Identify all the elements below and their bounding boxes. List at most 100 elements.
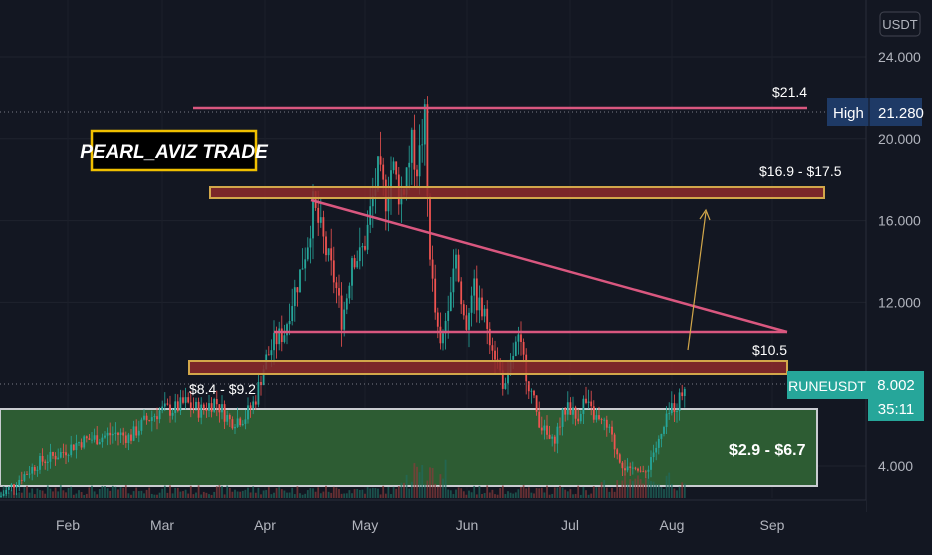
volume-bar <box>387 486 390 498</box>
candle-body <box>33 467 36 471</box>
volume-bar <box>509 492 512 498</box>
volume-bar <box>559 485 561 498</box>
candle-body <box>228 415 231 420</box>
candle-body <box>28 473 31 475</box>
candle-body <box>249 405 252 409</box>
volume-bar <box>585 490 587 498</box>
volume-bar <box>611 487 613 498</box>
candle-body <box>257 382 260 405</box>
candle-body <box>457 254 460 282</box>
candle-body <box>314 191 317 208</box>
volume-bar <box>78 490 80 498</box>
candle-body <box>317 207 320 223</box>
candle-body <box>96 435 99 445</box>
currency-label-box[interactable] <box>879 11 921 37</box>
countdown: 35:11 <box>878 401 914 418</box>
volume-bar <box>288 492 291 498</box>
candle-body <box>392 161 395 171</box>
volume-bar <box>384 493 387 498</box>
candle-body <box>436 312 439 327</box>
volume-bar <box>572 494 574 498</box>
candle-body <box>556 426 559 444</box>
candle-body <box>192 407 195 409</box>
volume-bar <box>80 492 83 498</box>
volume-bar <box>548 494 551 498</box>
volume-bar <box>249 492 252 498</box>
candle-body <box>608 426 611 428</box>
volume-bar <box>683 483 686 498</box>
candle-body <box>626 466 629 471</box>
volume-bar <box>104 486 106 498</box>
candle-body <box>538 411 541 428</box>
candle-body <box>540 427 543 431</box>
volume-bar <box>382 485 385 498</box>
candle-body <box>351 258 353 286</box>
candle-body <box>520 334 522 342</box>
volume-bar <box>28 492 31 498</box>
volume-bar <box>624 474 626 498</box>
support-zone <box>188 360 788 375</box>
volume-bar <box>195 492 197 498</box>
volume-bar <box>205 492 208 498</box>
volume-bar <box>26 485 28 498</box>
volume-bar <box>231 491 234 498</box>
volume-bar <box>439 474 442 498</box>
candle-body <box>504 383 507 389</box>
volume-bar <box>187 493 190 498</box>
candle-body <box>514 341 517 356</box>
candle-body <box>226 415 229 422</box>
candle-body <box>371 195 374 207</box>
candle-body <box>460 281 463 305</box>
volume-bar <box>52 491 54 498</box>
candle-body <box>70 444 73 456</box>
candle-body <box>595 415 598 420</box>
candle-body <box>306 247 309 260</box>
candle-body <box>652 452 655 458</box>
candle-body <box>158 410 161 420</box>
watermark-text: PEARL_AVIZ TRADE <box>80 142 269 163</box>
candle-body <box>41 455 44 462</box>
watermark-badge: PEARL_AVIZ TRADE <box>80 129 269 172</box>
last-price-badge: RUNEUSDT 8.002 35:11 <box>787 371 924 421</box>
volume-bar <box>426 480 429 498</box>
candle-body <box>67 455 70 456</box>
volume-bar <box>618 487 621 498</box>
candle-body <box>262 369 265 386</box>
price-axis[interactable]: USDT 24.000 20.000 16.000 12.000 4.000 <box>865 0 932 550</box>
candle-body <box>319 217 322 223</box>
x-tick-label: Feb <box>56 517 80 533</box>
volume-bar <box>228 487 231 498</box>
volume-bar <box>397 485 400 498</box>
volume-bar <box>605 487 608 498</box>
candle-body <box>114 432 117 434</box>
volume-bar <box>137 491 140 498</box>
x-tick-label: Mar <box>150 517 174 533</box>
volume-bar <box>62 490 65 498</box>
volume-bar <box>613 491 616 498</box>
candle-body <box>280 328 283 342</box>
time-axis[interactable]: Feb Mar Apr May Jun Jul Aug Sep <box>0 499 866 550</box>
candle-body <box>535 395 538 412</box>
candle-body <box>163 403 166 407</box>
volume-bar <box>553 487 556 498</box>
volume-bar <box>72 494 75 498</box>
candle-body <box>278 328 281 345</box>
volume-bar <box>260 494 262 498</box>
candle-body <box>496 359 499 361</box>
volume-bar <box>457 487 460 498</box>
candle-body <box>65 452 67 456</box>
volume-bar <box>338 489 340 498</box>
candle-body <box>629 466 632 468</box>
volume-bar <box>171 493 174 498</box>
candle-body <box>39 455 41 470</box>
candle-body <box>361 246 364 248</box>
volume-bar <box>356 488 359 498</box>
candle-body <box>234 426 236 429</box>
volume-bar <box>301 494 304 498</box>
candle-body <box>468 312 470 330</box>
candle-body <box>291 306 294 322</box>
volume-bar <box>85 493 88 498</box>
volume-bar <box>390 494 392 498</box>
